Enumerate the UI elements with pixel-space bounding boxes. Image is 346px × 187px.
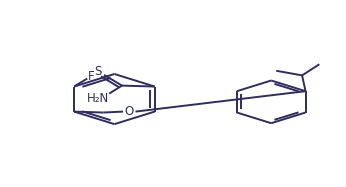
Text: S: S	[94, 65, 101, 78]
Text: O: O	[125, 105, 134, 118]
Text: H₂N: H₂N	[87, 92, 109, 105]
Text: F: F	[88, 70, 95, 83]
